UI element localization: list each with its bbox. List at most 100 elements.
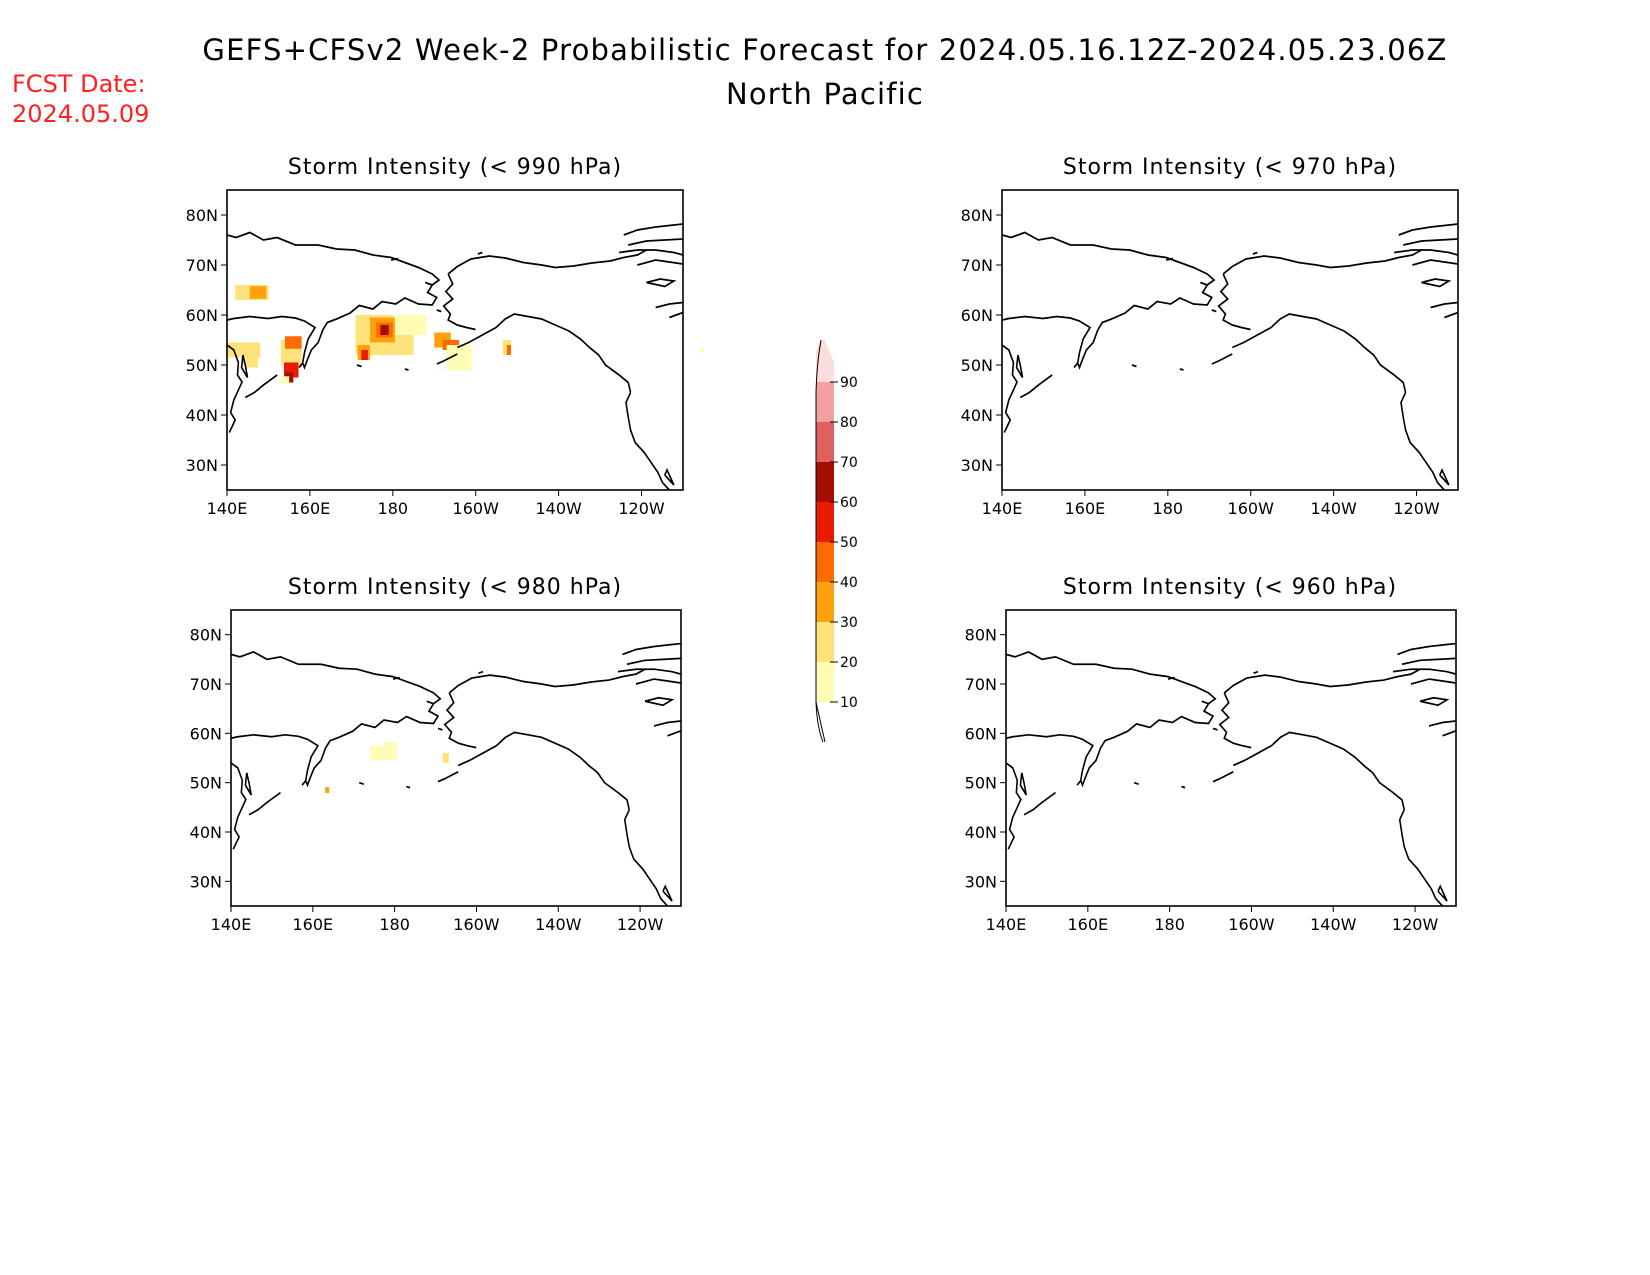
- colorbar-segment: [816, 622, 834, 662]
- colorbar-segment: [816, 422, 834, 462]
- panel-title: Storm Intensity (< 980 hPa): [288, 575, 622, 600]
- coastline: [1005, 642, 1457, 907]
- lon-tick-label: 140E: [986, 915, 1027, 934]
- probability-cell: [280, 376, 290, 384]
- probability-cell: [392, 315, 426, 335]
- probability-cell: [285, 336, 302, 349]
- lat-tick-label: 50N: [965, 774, 997, 793]
- colorbar-label: 40: [840, 575, 858, 591]
- colorbar-label: 50: [840, 535, 858, 551]
- lon-tick-label: 180: [1153, 499, 1184, 518]
- panel-title: Storm Intensity (< 970 hPa): [1063, 155, 1397, 180]
- map-frame: [230, 609, 682, 907]
- region-subtitle: North Pacific: [726, 77, 924, 111]
- coastline: [230, 642, 682, 907]
- lat-tick-label: 60N: [190, 724, 222, 743]
- lon-tick-label: 160E: [1067, 915, 1108, 934]
- lon-tick-label: 160W: [453, 499, 500, 518]
- lon-tick-label: 160W: [1228, 499, 1275, 518]
- lat-tick-label: 30N: [190, 872, 222, 891]
- probability-cell: [249, 286, 267, 299]
- colorbar-label: 70: [840, 455, 858, 471]
- lon-tick-label: 180: [1154, 915, 1185, 934]
- panel-title: Storm Intensity (< 990 hPa): [288, 155, 622, 180]
- colorbar-segment: [816, 662, 834, 702]
- colorbar-segment: [816, 462, 834, 502]
- lat-tick-label: 80N: [186, 206, 218, 225]
- lat-tick-label: 40N: [965, 823, 997, 842]
- colorbar-segment: [816, 502, 834, 542]
- colorbar-label: 30: [840, 615, 858, 631]
- lon-tick-label: 160W: [453, 915, 500, 934]
- lat-tick-label: 70N: [961, 256, 993, 275]
- probability-cell: [245, 357, 259, 368]
- lat-tick-label: 40N: [190, 823, 222, 842]
- lat-tick-label: 80N: [965, 626, 997, 645]
- page-title: GEFS+CFSv2 Week-2 Probabilistic Forecast…: [202, 33, 1447, 67]
- probability-cell: [361, 350, 368, 360]
- lon-tick-label: 120W: [1392, 915, 1439, 934]
- lat-tick-label: 30N: [186, 456, 218, 475]
- lon-tick-label: 140E: [982, 499, 1023, 518]
- lon-tick-label: 180: [379, 915, 410, 934]
- probability-cell: [370, 745, 387, 761]
- probability-cell: [442, 753, 449, 763]
- map-frame: [1005, 609, 1457, 907]
- lat-tick-label: 60N: [965, 724, 997, 743]
- lon-tick-label: 140W: [1310, 915, 1357, 934]
- lat-tick-label: 70N: [965, 675, 997, 694]
- fcst-date-label: FCST Date:: [12, 70, 146, 98]
- lat-tick-label: 80N: [190, 626, 222, 645]
- lon-tick-label: 140W: [535, 915, 582, 934]
- colorbar-low-edge: [815, 701, 824, 743]
- lat-tick-label: 80N: [961, 206, 993, 225]
- lat-tick-label: 70N: [186, 256, 218, 275]
- panel-title: Storm Intensity (< 960 hPa): [1063, 575, 1397, 600]
- lon-tick-label: 120W: [617, 915, 664, 934]
- map-panel-p980: Storm Intensity (< 980 hPa) 140E 160E 180 16…: [190, 575, 682, 934]
- lon-tick-label: 160E: [1065, 499, 1106, 518]
- probability-cell: [399, 345, 412, 355]
- map-panel-p960: Storm Intensity (< 960 hPa) 140E 160E 180 16…: [965, 575, 1457, 934]
- lat-tick-label: 50N: [961, 356, 993, 375]
- lat-tick-label: 60N: [961, 306, 993, 325]
- probability-cell: [699, 347, 704, 353]
- lat-tick-label: 70N: [190, 675, 222, 694]
- fcst-date-value: 2024.05.09: [12, 100, 149, 128]
- lon-tick-label: 140E: [207, 499, 248, 518]
- lat-tick-label: 40N: [186, 406, 218, 425]
- lon-tick-label: 140E: [211, 915, 252, 934]
- probability-cell: [384, 741, 397, 760]
- lon-tick-label: 180: [378, 499, 409, 518]
- colorbar-label: 90: [840, 375, 858, 391]
- colorbar-segment: [816, 582, 834, 622]
- coastline: [1001, 223, 1459, 491]
- lat-tick-label: 60N: [186, 306, 218, 325]
- lon-tick-label: 120W: [1393, 499, 1440, 518]
- probability-cell: [506, 345, 511, 355]
- probability-cell: [380, 325, 389, 335]
- lon-tick-label: 140W: [535, 499, 582, 518]
- map-panel-p990: Storm Intensity (< 990 hPa) 140E 160E 180 16…: [186, 155, 704, 518]
- lon-tick-label: 160E: [290, 499, 331, 518]
- colorbar-high-edge: [815, 339, 822, 393]
- lon-tick-label: 140W: [1310, 499, 1357, 518]
- colorbar-segment: [816, 542, 834, 582]
- colorbar-segment: [816, 382, 834, 422]
- colorbar-label: 10: [840, 695, 858, 711]
- lat-tick-label: 40N: [961, 406, 993, 425]
- lat-tick-label: 50N: [190, 774, 222, 793]
- colorbar-label: 20: [840, 655, 858, 671]
- lat-tick-label: 30N: [965, 872, 997, 891]
- map-frame: [1001, 189, 1459, 491]
- lon-tick-label: 160E: [292, 915, 333, 934]
- colorbar-label: 80: [840, 415, 858, 431]
- probability-cell: [325, 787, 330, 794]
- colorbar-low-extension: [815, 701, 826, 743]
- lat-tick-label: 30N: [961, 456, 993, 475]
- colorbar: 10 20 30 40 50 60 70 80 90: [815, 339, 858, 743]
- lon-tick-label: 160W: [1228, 915, 1275, 934]
- map-panel-p970: Storm Intensity (< 970 hPa) 140E 160E 180 16…: [961, 155, 1459, 518]
- colorbar-label: 60: [840, 495, 858, 511]
